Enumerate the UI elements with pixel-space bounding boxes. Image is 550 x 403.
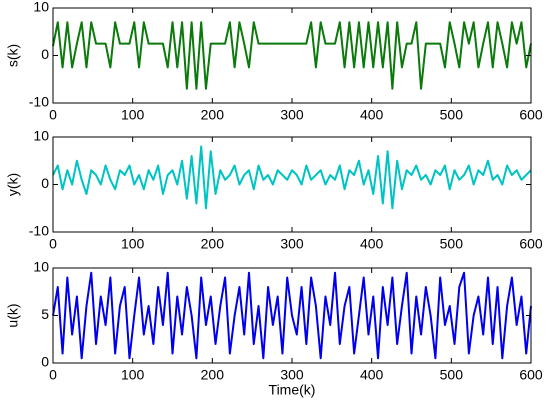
y-tick-label: -10 xyxy=(29,94,49,110)
x-tick-label: 600 xyxy=(519,236,543,252)
data-line xyxy=(52,21,532,90)
x-tick-label: 300 xyxy=(280,107,304,123)
x-tick-label: 400 xyxy=(360,236,384,252)
x-tick-label: 200 xyxy=(201,367,225,383)
y-tick-label: 10 xyxy=(33,0,49,15)
x-tick-label: 600 xyxy=(519,367,543,383)
x-tick-label: 100 xyxy=(121,367,145,383)
x-tick-label: 500 xyxy=(440,107,464,123)
x-tick-label: 0 xyxy=(49,236,57,252)
y-axis-label: s(k) xyxy=(5,44,21,67)
y-tick-label: 5 xyxy=(41,306,49,322)
y-tick-label: 0 xyxy=(41,46,49,62)
x-axis-label: Time(k) xyxy=(269,382,316,398)
x-tick-label: 0 xyxy=(49,367,57,383)
x-tick-label: 0 xyxy=(49,107,57,123)
x-tick-label: 500 xyxy=(440,367,464,383)
y-tick-label: 10 xyxy=(33,128,49,144)
y-axis-label: y(k) xyxy=(5,173,21,196)
data-line xyxy=(52,271,532,360)
data-line xyxy=(52,145,532,210)
axes-background xyxy=(53,137,531,232)
y-tick-label: 0 xyxy=(41,175,49,191)
x-tick-label: 400 xyxy=(360,107,384,123)
y-axis-label: u(k) xyxy=(5,303,21,327)
y-tick-label: -10 xyxy=(29,223,49,239)
x-tick-label: 500 xyxy=(440,236,464,252)
x-tick-label: 300 xyxy=(280,236,304,252)
x-tick-label: 400 xyxy=(360,367,384,383)
x-tick-label: 200 xyxy=(201,107,225,123)
x-tick-label: 600 xyxy=(519,107,543,123)
x-tick-label: 300 xyxy=(280,367,304,383)
y-tick-label: 10 xyxy=(33,259,49,275)
x-tick-label: 100 xyxy=(121,107,145,123)
axes-background xyxy=(53,8,531,103)
x-tick-label: 100 xyxy=(121,236,145,252)
x-tick-label: 200 xyxy=(201,236,225,252)
y-tick-label: 0 xyxy=(41,354,49,370)
